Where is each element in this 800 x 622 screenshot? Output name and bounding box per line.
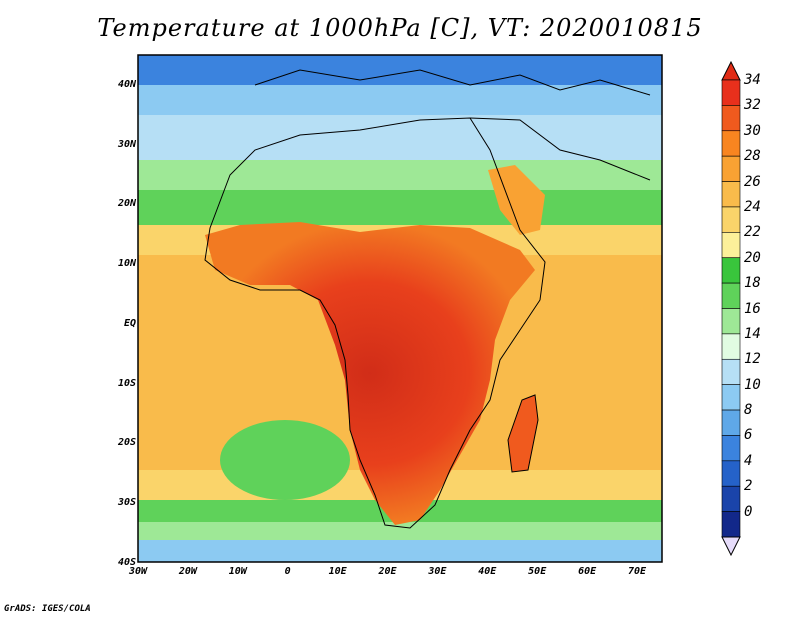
colorbar-label: 18 bbox=[744, 275, 761, 292]
lon-label: 30E bbox=[428, 566, 447, 577]
lat-label: EQ bbox=[123, 317, 136, 329]
colorbar-swatch bbox=[721, 257, 741, 284]
colorbar-label: 34 bbox=[744, 72, 761, 88]
mediterranean-coastline bbox=[254, 69, 651, 96]
field-north-mild bbox=[138, 115, 662, 160]
colorbar-swatch bbox=[721, 485, 741, 512]
lat-label: 20S bbox=[117, 437, 136, 449]
colorbar-under-triangle bbox=[721, 536, 741, 557]
field-south-cool bbox=[138, 540, 662, 562]
colorbar-label: 32 bbox=[744, 97, 761, 114]
field-africa-hot bbox=[205, 222, 535, 525]
colorbar-label: 2 bbox=[744, 478, 753, 495]
colorbar-swatch bbox=[721, 282, 741, 309]
colorbar-swatch bbox=[721, 409, 741, 436]
lat-label: 30S bbox=[117, 496, 136, 508]
colorbar-swatch bbox=[721, 333, 741, 360]
lon-label: 10E bbox=[328, 566, 347, 577]
colorbar-swatch bbox=[721, 79, 741, 106]
colorbar-swatch bbox=[721, 130, 741, 157]
madagascar-coastline bbox=[507, 394, 539, 473]
colorbar-label: 10 bbox=[744, 376, 761, 393]
colorbar-label: 24 bbox=[744, 198, 761, 215]
lat-label: 20N bbox=[117, 198, 136, 210]
lon-label: 70E bbox=[627, 566, 647, 577]
colorbar-label: 14 bbox=[744, 325, 761, 342]
colorbar-swatch bbox=[721, 460, 741, 487]
field-south-light bbox=[138, 522, 662, 540]
lon-label: 20E bbox=[378, 566, 397, 577]
lon-label: 60E bbox=[578, 566, 597, 577]
colorbar-label: 12 bbox=[744, 351, 761, 368]
colorbar-label: 8 bbox=[744, 402, 753, 419]
colorbar-label: 28 bbox=[744, 148, 761, 165]
field-atlantic-cool bbox=[220, 420, 350, 500]
lat-label: 10S bbox=[117, 377, 136, 389]
colorbar-swatch bbox=[721, 155, 741, 182]
colorbar-label: 20 bbox=[744, 249, 761, 266]
field-north-cool bbox=[138, 85, 662, 115]
colorbar bbox=[721, 60, 741, 557]
colorbar-swatch bbox=[721, 206, 741, 233]
lon-label: 40E bbox=[478, 566, 497, 577]
lon-label: 50E bbox=[528, 566, 547, 577]
colorbar-label: 22 bbox=[744, 224, 761, 241]
colorbar-swatch bbox=[721, 308, 741, 335]
colorbar-swatch bbox=[721, 232, 741, 259]
colorbar-swatch bbox=[721, 181, 741, 208]
colorbar-swatch bbox=[721, 358, 741, 385]
colorbar-swatch bbox=[721, 511, 741, 538]
colorbar-label: 0 bbox=[744, 503, 753, 520]
africa-coastline bbox=[204, 117, 546, 529]
colorbar-label: 30 bbox=[744, 122, 761, 139]
field-north-green-2 bbox=[138, 190, 662, 225]
map-frame bbox=[137, 54, 663, 563]
colorbar-label: 26 bbox=[744, 173, 761, 190]
colorbar-label: 4 bbox=[744, 452, 753, 469]
lat-label: 30N bbox=[117, 138, 136, 150]
colorbar-swatch bbox=[721, 435, 741, 462]
colorbar-swatch bbox=[721, 384, 741, 411]
lon-label: 30W bbox=[128, 566, 148, 577]
lat-label: 40S bbox=[117, 556, 136, 568]
lat-label: 10N bbox=[117, 258, 136, 270]
field-north-cold bbox=[138, 55, 662, 85]
colorbar-swatch bbox=[721, 105, 741, 132]
lon-label: 0 bbox=[284, 566, 291, 577]
lat-label: 40N bbox=[117, 79, 136, 90]
colorbar-label: 16 bbox=[744, 300, 761, 317]
map-title: Temperature at 1000hPa [C], VT: 20200108… bbox=[97, 14, 703, 42]
field-madagascar bbox=[508, 395, 538, 472]
arabia-coastline bbox=[469, 117, 651, 181]
lon-label: 20W bbox=[178, 566, 197, 577]
colorbar-over-triangle bbox=[721, 60, 741, 81]
field-north-green bbox=[138, 160, 662, 190]
footer-credit: GrADS: IGES/COLA bbox=[4, 604, 91, 614]
colorbar-label: 6 bbox=[744, 427, 753, 444]
lon-label: 10W bbox=[228, 566, 247, 577]
